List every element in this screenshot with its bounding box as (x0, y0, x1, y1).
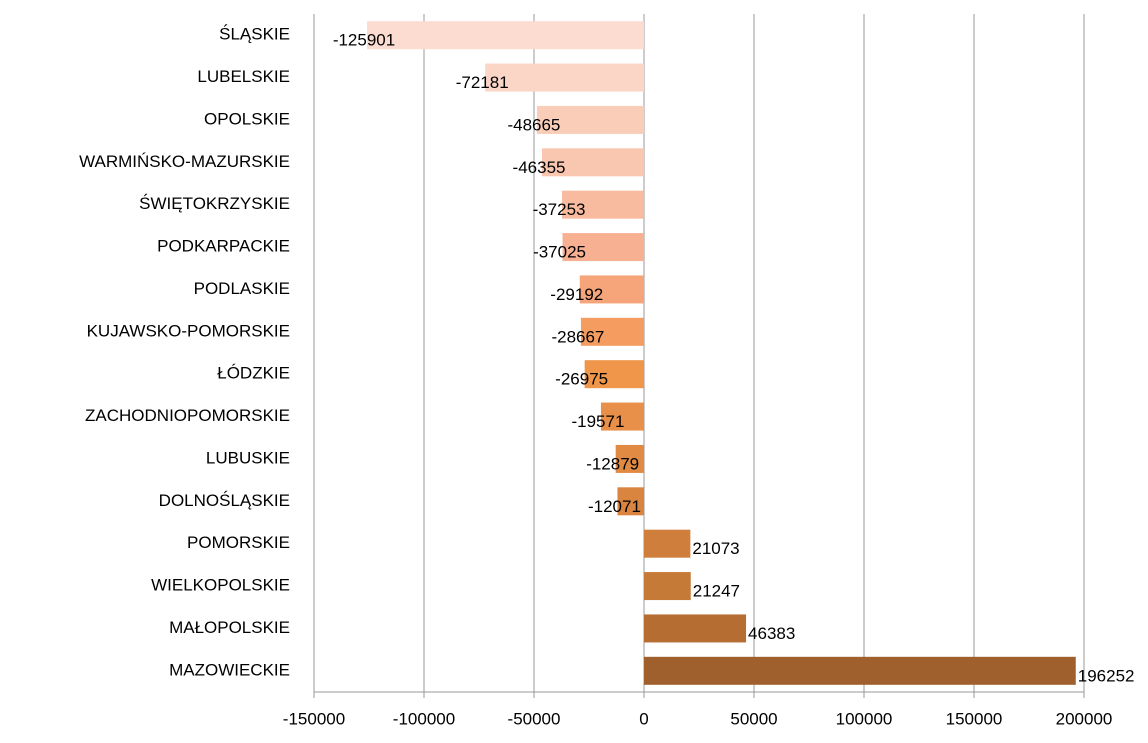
value-label: -28667 (551, 327, 604, 346)
y-tick-label: LUBELSKIE (197, 67, 290, 86)
bar (615, 444, 644, 473)
y-tick-label: PODLASKIE (194, 279, 290, 298)
value-label: 46383 (748, 624, 795, 643)
x-tick-label: 50000 (730, 709, 777, 728)
bar (485, 63, 644, 92)
bar (579, 275, 644, 304)
y-tick-label: LUBUSKIE (206, 448, 290, 467)
value-label: -29192 (550, 285, 603, 304)
value-label: -12071 (588, 497, 641, 516)
value-label: -72181 (456, 73, 509, 92)
value-label: -125901 (333, 31, 395, 50)
y-tick-label: ŚLĄSKIE (219, 25, 290, 44)
value-label: 21073 (692, 539, 739, 558)
bar (536, 105, 644, 134)
bar (644, 656, 1076, 685)
bar (367, 21, 644, 50)
value-label: -37253 (533, 200, 586, 219)
bar (644, 614, 747, 643)
y-tick-label: KUJAWSKO-POMORSKIE (87, 321, 290, 340)
bar (562, 233, 644, 262)
x-tick-label: -100000 (393, 709, 455, 728)
x-tick-label: 100000 (836, 709, 893, 728)
y-tick-label: POMORSKIE (187, 533, 290, 552)
y-tick-label: WIELKOPOLSKIE (151, 576, 290, 595)
y-tick-label: ZACHODNIOPOMORSKIE (85, 406, 290, 425)
y-tick-label: MAŁOPOLSKIE (169, 618, 290, 637)
value-label: -37025 (533, 243, 586, 262)
y-tick-label: ŁÓDZKIE (217, 364, 290, 383)
x-tick-label: 200000 (1056, 709, 1113, 728)
value-label: 196252 (1078, 666, 1135, 685)
bar (644, 572, 691, 601)
bar (562, 190, 644, 219)
bar (617, 487, 644, 516)
value-label: -19571 (571, 412, 624, 431)
x-tick-label: -50000 (508, 709, 561, 728)
y-tick-label: ŚWIĘTOKRZYSKIE (139, 194, 290, 213)
x-tick-label: 0 (639, 709, 648, 728)
value-label: -26975 (555, 370, 608, 389)
y-tick-label: MAZOWIECKIE (169, 660, 290, 679)
bar (644, 529, 691, 558)
value-label: -12879 (586, 454, 639, 473)
y-tick-label: OPOLSKIE (204, 109, 290, 128)
y-tick-label: WARMIŃSKO-MAZURSKIE (79, 152, 290, 171)
value-label: -46355 (513, 158, 566, 177)
bar (580, 317, 644, 346)
x-tick-label: 150000 (946, 709, 1003, 728)
x-tick-label: -150000 (283, 709, 345, 728)
bar (600, 402, 644, 431)
y-tick-label: DOLNOŚLĄSKIE (159, 491, 290, 510)
bar (542, 148, 644, 177)
value-label: 21247 (693, 582, 740, 601)
bar (584, 360, 644, 389)
y-tick-label: PODKARPACKIE (157, 237, 290, 256)
value-label: -48665 (507, 115, 560, 134)
